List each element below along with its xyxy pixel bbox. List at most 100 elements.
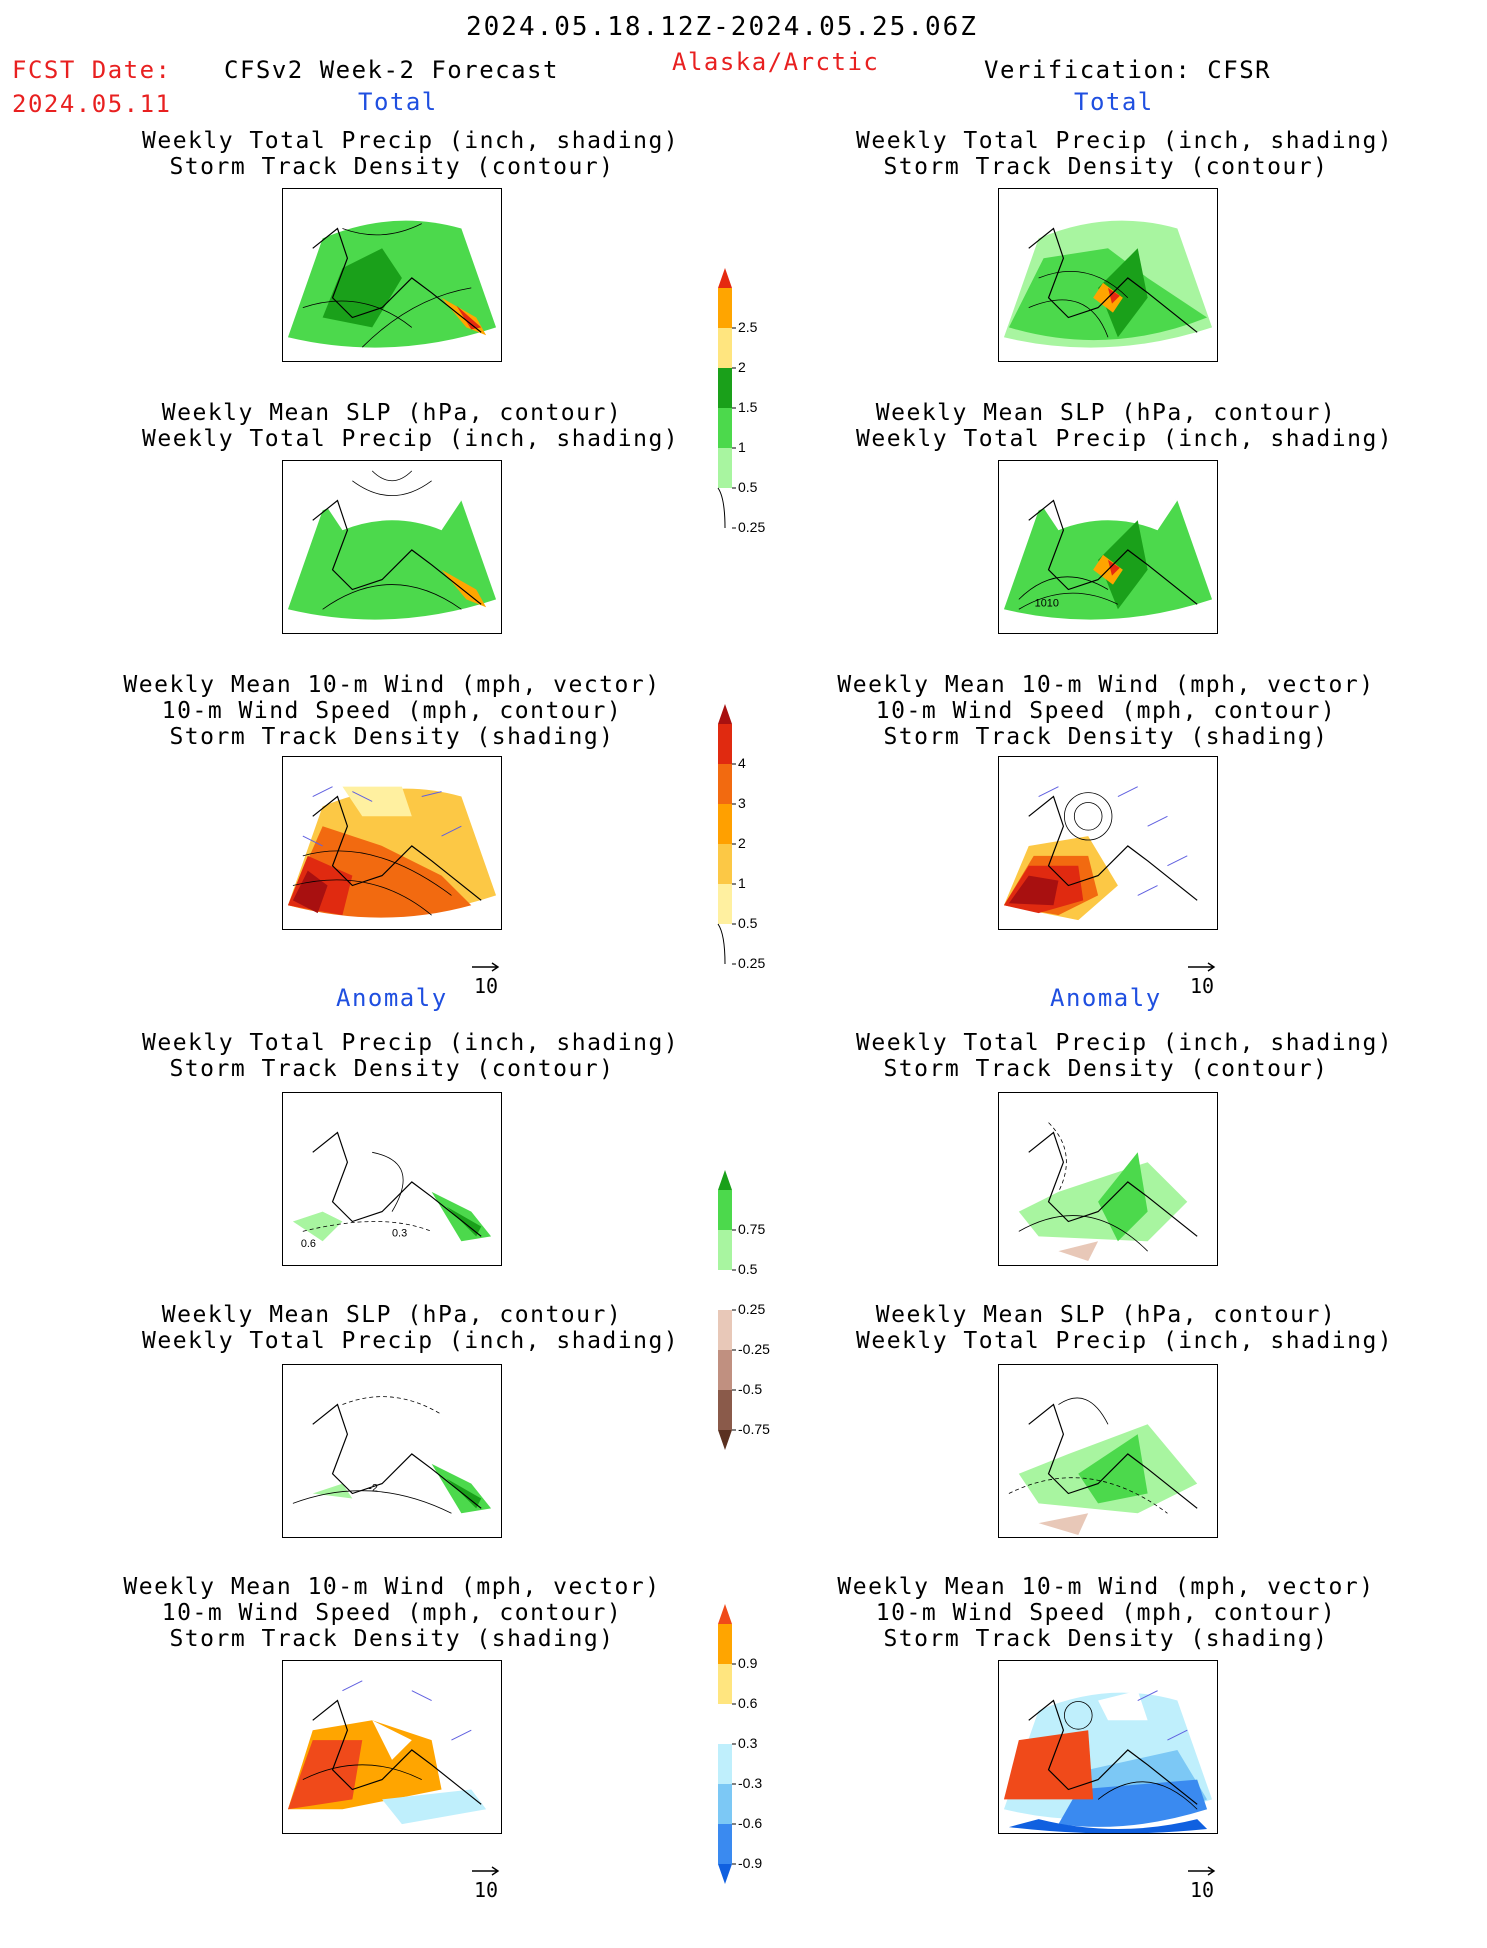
map-cfs-slp-anom: -2 xyxy=(282,1364,502,1538)
caption-precip-storm-left: Weekly Total Precip (inch, shading) Storm… xyxy=(142,128,680,180)
colorbar-segment xyxy=(718,328,732,368)
colorbar-bottom-cap xyxy=(717,487,726,529)
colorbar-label: -0.9 xyxy=(738,1855,762,1871)
colorbar-segment xyxy=(718,1744,732,1784)
colorbar-segment xyxy=(718,1310,732,1350)
colorbar-segment xyxy=(718,764,732,804)
map-cfsr-precip-total xyxy=(998,188,1218,362)
colorbar-bottom-cap xyxy=(717,923,726,965)
slp-anom-label: -2 xyxy=(368,1483,378,1495)
colorbar-segment xyxy=(718,448,732,488)
colorbar-label: -0.6 xyxy=(738,1815,762,1831)
caption-wind-storm-right: Weekly Mean 10-m Wind (mph, vector) 10-m … xyxy=(837,672,1375,750)
colorbar-bottom-cap xyxy=(718,1864,732,1884)
colorbar-label: 0.25 xyxy=(738,955,765,971)
colorbar-segment xyxy=(718,1784,732,1824)
colorbar-segment xyxy=(718,408,732,448)
colorbar-segment xyxy=(718,1824,732,1864)
map-cfsr-slp-total: 1010 xyxy=(998,460,1218,634)
caption-slp-precip-right: Weekly Mean SLP (hPa, contour) Weekly Tot… xyxy=(856,400,1394,452)
caption-precip-storm-anom-right: Weekly Total Precip (inch, shading) Storm… xyxy=(856,1030,1394,1082)
colorbar-storm-anom: 0.9 0.6 0.3 -0.3 -0.6 -0.9 xyxy=(718,1604,798,1948)
colorbar-bottom-cap xyxy=(718,1430,732,1450)
colorbar-precip-total: 2.5 2 1.5 1 0.5 0.25 xyxy=(717,268,798,552)
colorbar-segment xyxy=(718,724,732,764)
caption-wind-storm-anom-right: Weekly Mean 10-m Wind (mph, vector) 10-m … xyxy=(837,1574,1375,1652)
colorbar-label: 1 xyxy=(738,439,746,455)
region-label: Alaska/Arctic xyxy=(672,48,880,76)
colorbar-svg: 2.5 2 1.5 1 0.5 0.25 xyxy=(717,268,765,535)
vector-ref-cfsr-total: 10 xyxy=(1182,956,1222,996)
map-cfs-wind-total xyxy=(282,756,502,930)
colorbar-svg: 0.9 0.6 0.3 -0.3 -0.6 -0.9 xyxy=(718,1604,762,1884)
arrow-right-icon xyxy=(1188,1866,1216,1876)
colorbar-label: -0.5 xyxy=(738,1381,762,1397)
colorbar-label: 0.3 xyxy=(738,1735,758,1751)
colorbar-label: 0.75 xyxy=(738,1221,765,1237)
map-cfs-wind-anom xyxy=(282,1660,502,1834)
colorbar-label: 2 xyxy=(738,359,746,375)
colorbar-label: -0.75 xyxy=(738,1421,770,1437)
caption-wind-storm-left: Weekly Mean 10-m Wind (mph, vector) 10-m … xyxy=(123,672,661,750)
caption-precip-storm-anom-left: Weekly Total Precip (inch, shading) Storm… xyxy=(142,1030,680,1082)
map-cfsr-wind-total xyxy=(998,756,1218,930)
colorbar-segment xyxy=(718,368,732,408)
vector-ref-cfs-anom: 10 xyxy=(466,1860,506,1900)
colorbar-svg: 0.75 0.5 0.25 -0.25 -0.5 -0.75 xyxy=(718,1170,770,1450)
map-cfs-slp-total xyxy=(282,460,502,634)
colorbar-segment xyxy=(718,1190,732,1230)
colorbar-precip-anom: 0.75 0.5 0.25 -0.25 -0.5 -0.75 xyxy=(718,1170,798,1514)
colorbar-label: 0.5 xyxy=(738,1261,758,1277)
colorbar-segment xyxy=(718,1230,732,1270)
caption-slp-precip-anom-right: Weekly Mean SLP (hPa, contour) Weekly Tot… xyxy=(856,1302,1394,1354)
colorbar-segment xyxy=(718,1390,732,1430)
vector-ref-cfs-total: 10 xyxy=(466,956,506,996)
fcst-date-value: 2024.05.11 xyxy=(12,90,172,118)
forecast-title: CFSv2 Week-2 Forecast xyxy=(224,56,559,84)
colorbar-label: 1 xyxy=(738,875,746,891)
forecast-period: 2024.05.18.12Z-2024.05.25.06Z xyxy=(466,12,978,42)
colorbar-storm-total: 4 3 2 1 0.5 0.25 xyxy=(717,704,798,988)
storm-anom-label-a: 0.6 xyxy=(301,1238,316,1250)
vector-ref-cfsr-anom: 10 xyxy=(1182,1860,1222,1900)
fcst-date-label: FCST Date: xyxy=(12,56,172,84)
colorbar-label: 0.25 xyxy=(738,519,765,535)
section-total-right: Total xyxy=(1074,88,1154,116)
colorbar-segment xyxy=(718,1704,732,1744)
map-cfs-precip-total xyxy=(282,188,502,362)
verification-label: Verification: CFSR xyxy=(984,56,1272,84)
colorbar-segment xyxy=(718,884,732,924)
caption-slp-precip-anom-left: Weekly Mean SLP (hPa, contour) Weekly Tot… xyxy=(142,1302,680,1354)
caption-precip-storm-right: Weekly Total Precip (inch, shading) Storm… xyxy=(856,128,1394,180)
colorbar-segment xyxy=(718,1270,732,1310)
colorbar-label: 2.5 xyxy=(738,319,758,335)
arrow-right-icon xyxy=(1188,962,1216,972)
colorbar-label: 3 xyxy=(738,795,746,811)
section-anomaly-right: Anomaly xyxy=(1050,984,1162,1012)
caption-slp-precip-left: Weekly Mean SLP (hPa, contour) Weekly Tot… xyxy=(142,400,680,452)
slp-contour-label: 1010 xyxy=(1035,597,1059,609)
colorbar-segment xyxy=(718,804,732,844)
arrow-right-icon xyxy=(472,962,500,972)
colorbar-label: 0.6 xyxy=(738,1695,758,1711)
colorbar-top-cap xyxy=(718,1604,732,1624)
colorbar-label: -0.25 xyxy=(738,1341,770,1357)
section-anomaly-left: Anomaly xyxy=(336,984,448,1012)
colorbar-label: 0.9 xyxy=(738,1655,758,1671)
map-cfsr-wind-anom xyxy=(998,1660,1218,1834)
colorbar-label: 0.5 xyxy=(738,479,758,495)
storm-anom-label-b: 0.3 xyxy=(392,1227,407,1239)
colorbar-segment xyxy=(718,288,732,328)
colorbar-segment xyxy=(718,1664,732,1704)
colorbar-segment xyxy=(718,844,732,884)
caption-wind-storm-anom-left: Weekly Mean 10-m Wind (mph, vector) 10-m … xyxy=(123,1574,661,1652)
colorbar-segment xyxy=(718,1624,732,1664)
map-cfsr-slp-anom xyxy=(998,1364,1218,1538)
colorbar-label: 2 xyxy=(738,835,746,851)
colorbar-top-cap xyxy=(718,268,732,288)
map-cfsr-precip-anom xyxy=(998,1092,1218,1266)
colorbar-top-cap xyxy=(718,1170,732,1190)
map-cfs-precip-anom: 0.6 0.3 xyxy=(282,1092,502,1266)
section-total-left: Total xyxy=(358,88,438,116)
colorbar-label: -0.3 xyxy=(738,1775,762,1791)
